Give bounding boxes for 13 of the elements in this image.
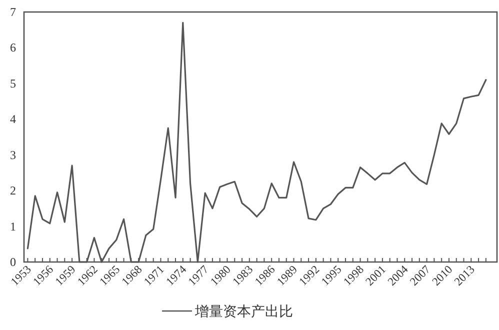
y-tick-label: 1 — [10, 219, 16, 234]
y-tick-label: 3 — [10, 148, 16, 162]
y-tick-label: 0 — [10, 255, 16, 269]
y-tick-label: 7 — [10, 5, 16, 19]
y-tick-label: 4 — [10, 112, 16, 126]
x-tick-label: 1959 — [53, 263, 78, 288]
x-tick-label: 2001 — [364, 263, 389, 288]
y-tick-label: 2 — [10, 184, 16, 198]
legend-label: 增量资本产出比 — [194, 304, 293, 320]
y-tick-label: 5 — [10, 76, 16, 90]
x-tick-label: 1971 — [142, 263, 168, 288]
y-tick-label: 6 — [10, 40, 16, 55]
x-tick-label: 1962 — [76, 263, 101, 288]
